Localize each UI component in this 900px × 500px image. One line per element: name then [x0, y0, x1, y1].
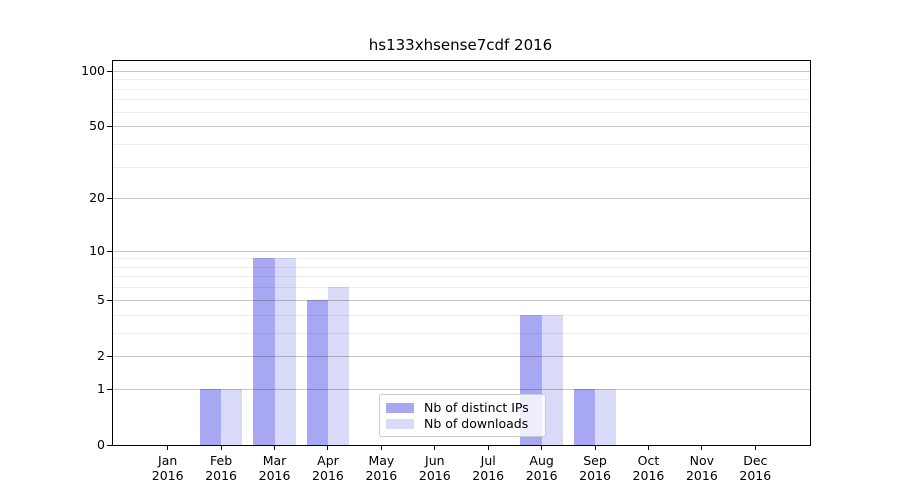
- minor-gridline-y9: [113, 258, 810, 260]
- bar-nb-of-downloads-apr: [327, 287, 350, 445]
- x-tick-label-nov: Nov 2016: [685, 453, 718, 483]
- minor-gridline-y60: [113, 111, 810, 113]
- x-tick-mark-may: [380, 445, 382, 450]
- x-tick-mark-oct: [647, 445, 649, 450]
- x-tick-mark-nov: [701, 445, 703, 450]
- y-tick-mark-50: [107, 126, 112, 128]
- x-tick-label-dec: Dec 2016: [739, 453, 772, 483]
- minor-gridline-y3: [113, 332, 810, 334]
- y-tick-mark-2: [107, 355, 112, 357]
- minor-gridline-y30: [113, 166, 810, 168]
- legend-entry-downloads: Nb of downloads: [386, 416, 537, 431]
- minor-gridline-y90: [113, 79, 810, 81]
- y-tick-mark-1: [107, 388, 112, 390]
- y-tick-label-1: 1: [97, 380, 105, 396]
- minor-gridline-y8: [113, 266, 810, 268]
- legend-label-downloads: Nb of downloads: [424, 416, 529, 431]
- legend-swatch-downloads: [386, 418, 414, 429]
- x-tick-mark-jun: [434, 445, 436, 450]
- plot-area: 0 1 2 5 10 20 50 100 Jan 2016 Feb 2016 Mar 2016 Apr…: [81, 60, 811, 483]
- legend: Nb of distinct IPs Nb of downloads: [379, 394, 546, 437]
- x-tick-mark-jul: [487, 445, 489, 450]
- minor-gridline-y80: [113, 88, 810, 90]
- minor-gridline-y40: [113, 143, 810, 145]
- x-tick-label-jun: Jun 2016: [418, 453, 451, 483]
- x-tick-mark-jan: [167, 445, 169, 450]
- x-tick-label-feb: Feb 2016: [205, 453, 238, 483]
- minor-gridline-y4: [113, 314, 810, 316]
- x-tick-label-mar: Mar 2016: [258, 453, 291, 483]
- y-tick-mark-20: [107, 198, 112, 200]
- bar-nb-of-downloads-aug: [541, 314, 563, 445]
- major-gridline-y1: [113, 388, 810, 390]
- y-tick-label-20: 20: [89, 190, 105, 206]
- legend-swatch-distinct-ips: [386, 402, 414, 413]
- x-tick-label-may: May 2016: [365, 453, 398, 483]
- legend-label-distinct-ips: Nb of distinct IPs: [424, 400, 529, 415]
- x-tick-mark-feb: [220, 445, 222, 450]
- x-tick-label-sep: Sep 2016: [579, 453, 611, 483]
- y-tick-mark-5: [107, 299, 112, 301]
- bar-nb-of-distinct-ips-sep: [573, 388, 596, 445]
- x-tick-label-jul: Jul 2016: [472, 453, 505, 483]
- chart-title: hs133xhsense7cdf 2016: [368, 36, 553, 54]
- minor-gridline-y7: [113, 276, 810, 278]
- x-tick-mark-aug: [541, 445, 543, 450]
- legend-entry-distinct-ips: Nb of distinct IPs: [386, 400, 537, 415]
- minor-gridline-y6: [113, 287, 810, 289]
- x-tick-mark-mar: [274, 445, 276, 450]
- bar-nb-of-distinct-ips-apr: [306, 299, 328, 445]
- y-tick-label-2: 2: [97, 347, 105, 363]
- bar-nb-of-downloads-feb: [221, 388, 243, 445]
- y-tick-mark-100: [107, 70, 112, 72]
- major-gridline-y20: [113, 198, 810, 200]
- major-gridline-y2: [113, 355, 810, 357]
- x-tick-label-apr: Apr 2016: [312, 453, 344, 483]
- x-tick-label-oct: Oct 2016: [632, 453, 665, 483]
- bar-nb-of-distinct-ips-feb: [199, 388, 222, 445]
- minor-gridline-y70: [113, 99, 810, 101]
- bars-layer: [113, 61, 810, 445]
- x-tick-mark-sep: [594, 445, 596, 450]
- y-tick-label-50: 50: [89, 118, 105, 134]
- bar-nb-of-distinct-ips-mar: [253, 258, 275, 445]
- y-tick-label-10: 10: [89, 242, 105, 258]
- y-tick-mark-0: [107, 445, 112, 446]
- bar-nb-of-downloads-sep: [595, 388, 617, 445]
- x-tick-label-aug: Aug 2016: [525, 453, 558, 483]
- y-tick-label-0: 0: [97, 437, 105, 452]
- major-gridline-y50: [113, 126, 810, 128]
- axis-layer: 0 1 2 5 10 20 50 100 Jan 2016 Feb 2016 Mar 2016 Apr…: [81, 61, 810, 483]
- bar-nb-of-downloads-mar: [274, 258, 296, 445]
- y-tick-label-100: 100: [81, 62, 105, 78]
- major-gridline-y100: [113, 70, 810, 72]
- y-tick-label-5: 5: [97, 291, 105, 307]
- grid-layer: [113, 61, 810, 445]
- x-tick-label-jan: Jan 2016: [151, 453, 184, 483]
- x-tick-mark-apr: [327, 445, 329, 450]
- y-tick-mark-10: [107, 250, 112, 252]
- major-gridline-y10: [113, 250, 810, 252]
- major-gridline-y5: [113, 299, 810, 301]
- x-tick-mark-dec: [754, 445, 756, 450]
